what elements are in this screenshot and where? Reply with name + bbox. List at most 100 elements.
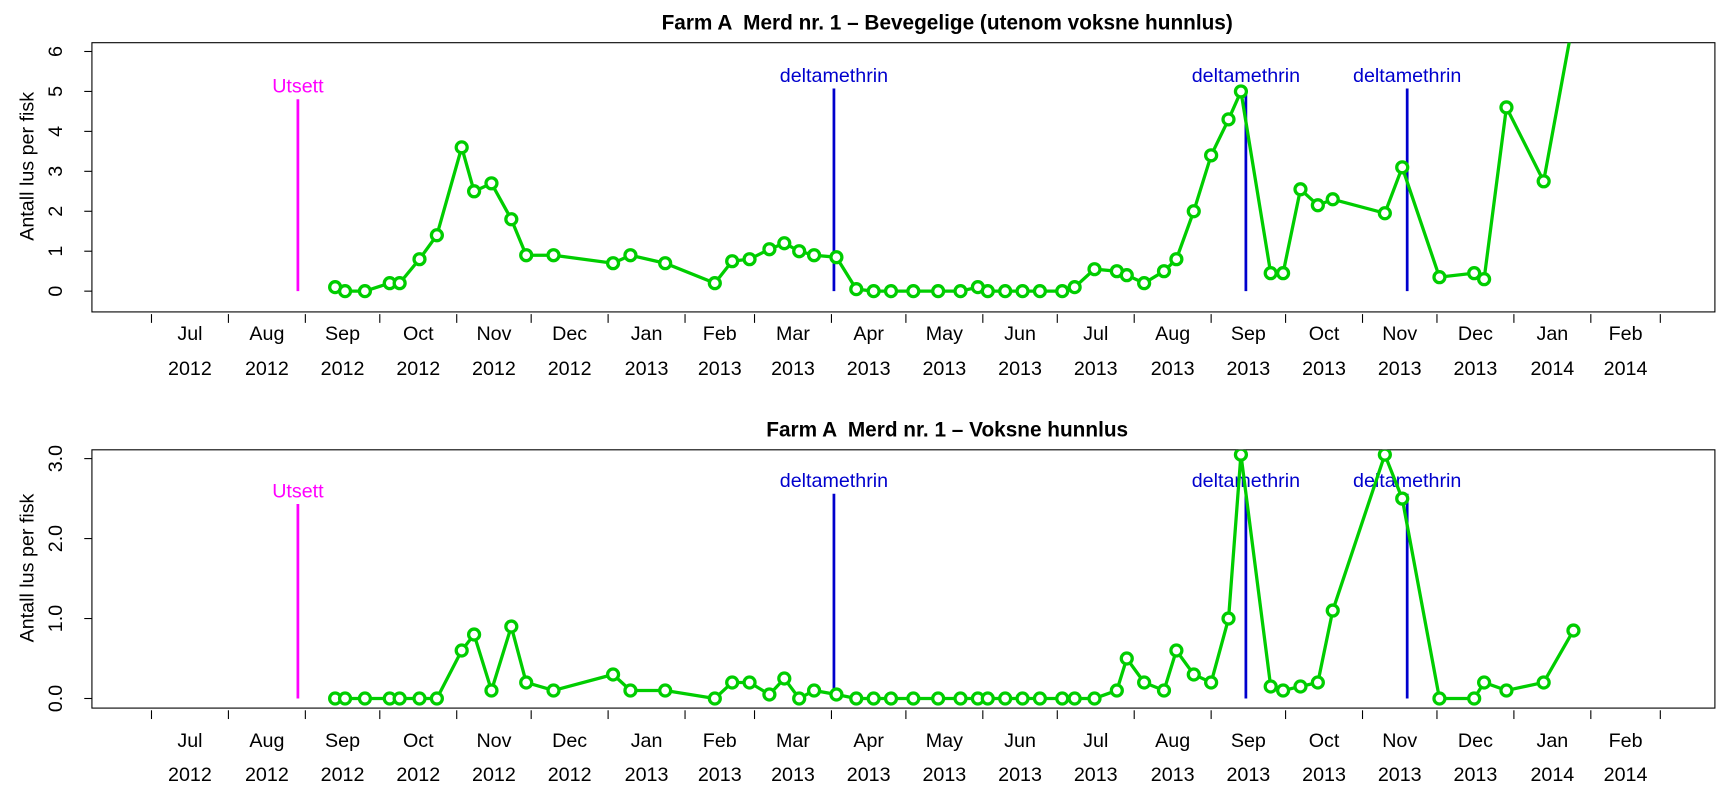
- x-tick-label: Jun: [1004, 730, 1036, 752]
- data-point: [1566, 623, 1581, 638]
- x-tick-label: 2013: [998, 358, 1042, 380]
- data-point: [412, 252, 427, 267]
- data-point: [1377, 206, 1392, 221]
- data-point: [412, 691, 427, 706]
- y-tick-label: 1.0: [45, 605, 67, 632]
- x-tick-label: 2012: [321, 764, 365, 786]
- data-point: [1221, 611, 1236, 626]
- x-tick-label: Feb: [1609, 730, 1643, 752]
- data-point: [1204, 675, 1219, 690]
- data-point: [392, 691, 407, 706]
- data-point: [546, 683, 561, 698]
- data-point: [658, 683, 673, 698]
- data-point: [1263, 679, 1278, 694]
- x-tick-label: 2013: [771, 764, 815, 786]
- data-point: [980, 691, 995, 706]
- plot-frame: [91, 42, 1716, 313]
- y-tick-label: 3: [45, 166, 67, 177]
- x-tick-label: Oct: [1309, 730, 1340, 752]
- data-point: [337, 284, 353, 299]
- y-axis-label: Antall lus per fisk: [17, 493, 39, 642]
- data-point: [1156, 683, 1172, 698]
- data-point: [1169, 643, 1184, 658]
- data-point: [1395, 491, 1410, 506]
- x-tick-label: Aug: [249, 730, 284, 752]
- x-tick-label: Aug: [1155, 323, 1190, 345]
- data-point: [605, 256, 621, 271]
- data-point: [1499, 683, 1514, 698]
- treatment-label: deltamethrin: [780, 470, 888, 492]
- x-tick-label: Jul: [177, 730, 202, 752]
- y-tick-label: 3.0: [45, 445, 67, 472]
- data-point: [866, 284, 881, 299]
- data-point: [806, 683, 822, 698]
- x-tick-label: 2014: [1604, 358, 1648, 380]
- data-point: [1087, 691, 1102, 706]
- data-point: [829, 250, 844, 265]
- x-tick-label: Feb: [1609, 323, 1643, 345]
- y-tick-label: 6: [45, 46, 67, 57]
- x-tick-label: Dec: [552, 323, 587, 345]
- x-tick-label: Jan: [631, 323, 663, 345]
- x-tick-label: 2013: [1302, 764, 1346, 786]
- data-point: [484, 683, 499, 698]
- y-tick-label: 0: [45, 286, 67, 297]
- data-point: [777, 236, 792, 251]
- x-tick-label: 2012: [472, 764, 516, 786]
- x-tick-label: 2013: [698, 358, 742, 380]
- data-point: [454, 140, 469, 155]
- data-point: [806, 248, 822, 263]
- data-point: [707, 691, 722, 706]
- x-tick-label: Sep: [325, 730, 360, 752]
- data-point: [337, 691, 353, 706]
- series-line: [334, 42, 1571, 293]
- data-point: [466, 184, 482, 199]
- x-tick-label: May: [926, 730, 963, 752]
- x-tick-label: Jul: [177, 323, 202, 345]
- data-point: [1477, 272, 1492, 287]
- x-tick-label: Sep: [1231, 730, 1266, 752]
- treatment-label: Utsett: [272, 480, 324, 502]
- data-point: [546, 248, 561, 263]
- plot-frame: [91, 449, 1716, 709]
- x-tick-label: 2014: [1604, 764, 1648, 786]
- data-point: [980, 284, 995, 299]
- x-tick-label: 2012: [548, 764, 592, 786]
- data-point: [707, 276, 722, 291]
- data-point: [484, 176, 499, 191]
- x-tick-label: 2013: [1454, 764, 1498, 786]
- data-point: [429, 228, 444, 243]
- data-point: [1293, 679, 1308, 694]
- data-point: [1432, 691, 1447, 706]
- x-tick-label: 2013: [1226, 358, 1270, 380]
- y-tick-label: 4: [45, 126, 67, 137]
- x-tick-label: 2013: [998, 764, 1042, 786]
- x-tick-label: Dec: [1458, 730, 1493, 752]
- x-tick-label: 2013: [625, 358, 669, 380]
- data-point: [742, 675, 757, 690]
- data-point: [829, 687, 844, 702]
- data-point: [623, 683, 638, 698]
- data-point: [1015, 691, 1030, 706]
- data-point: [1221, 112, 1236, 127]
- treatment-label: deltamethrin: [1353, 470, 1461, 492]
- data-point: [1067, 691, 1082, 706]
- data-point: [1325, 603, 1340, 618]
- x-tick-label: 2013: [1378, 358, 1422, 380]
- x-tick-label: May: [926, 323, 963, 345]
- data-point: [1477, 675, 1492, 690]
- data-point: [658, 256, 673, 271]
- data-point: [1169, 252, 1184, 267]
- data-point: [1119, 268, 1134, 283]
- chart-title: Farm A Merd nr. 1 – Bevegelige (utenom v…: [662, 12, 1233, 35]
- y-tick-label: 0.0: [45, 685, 67, 712]
- x-tick-label: 2014: [1530, 358, 1574, 380]
- y-axis-label: Antall lus per fisk: [17, 92, 39, 241]
- data-point: [1109, 683, 1124, 698]
- data-point: [392, 276, 407, 291]
- panel: Farm A Merd nr. 1 – Bevegelige (utenom v…: [17, 12, 1716, 380]
- data-point: [1467, 266, 1482, 281]
- data-point: [931, 284, 946, 299]
- data-point: [883, 284, 899, 299]
- x-tick-label: 2013: [1074, 358, 1118, 380]
